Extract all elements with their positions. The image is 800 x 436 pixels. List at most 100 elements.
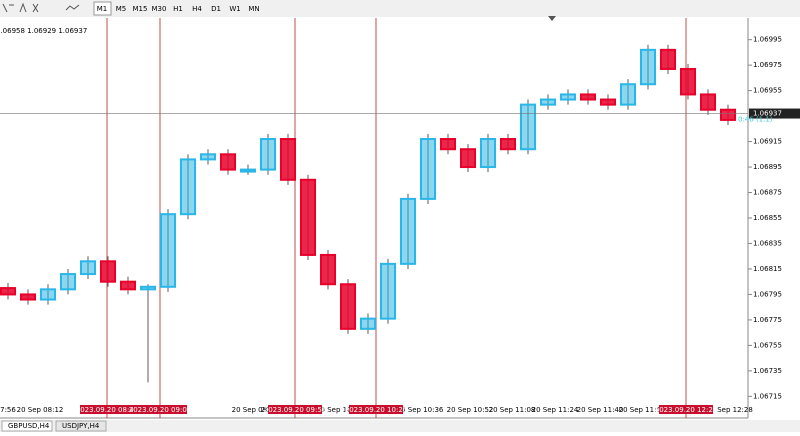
timeframe-button[interactable]: M30	[152, 5, 167, 13]
candle-up	[480, 138, 496, 169]
timeframe-selected	[93, 1, 112, 16]
x-tick-label: 20 Sep 10:52	[447, 406, 494, 414]
candle-up	[240, 168, 256, 173]
candle-up	[640, 48, 656, 86]
x-tick-label: 20 Sep 11:40	[577, 406, 624, 414]
timeframe-button[interactable]: MN	[248, 5, 259, 13]
tab-label[interactable]: GBPUSD,H4	[8, 422, 50, 430]
timeframe-button[interactable]: M5	[116, 5, 127, 13]
timeframe-button[interactable]: D1	[211, 5, 221, 13]
candle-up	[520, 103, 536, 151]
candle-up	[620, 83, 636, 106]
candle-down	[280, 138, 296, 181]
candle-down	[580, 93, 596, 101]
icon	[32, 3, 39, 13]
toolbar	[0, 0, 800, 17]
candle-up	[80, 260, 96, 276]
x-tick-label: 2023.09.20 08:45	[76, 406, 138, 414]
y-tick-label: 1.06775	[753, 316, 782, 324]
x-tick-label: 7:56	[0, 406, 16, 414]
candle-up	[160, 213, 176, 288]
candle-down	[100, 260, 116, 283]
time-marker-label-bg	[80, 405, 134, 414]
x-tick-label: Sep 12:28	[717, 406, 753, 414]
candle-up	[140, 285, 156, 291]
y-tick-label: 1.06875	[753, 189, 782, 197]
timeframe-button[interactable]: W1	[229, 5, 240, 13]
candle-up	[420, 138, 436, 200]
x-tick-label: 20 Sep 09:16	[232, 406, 279, 414]
candle-down	[460, 148, 476, 169]
candle-down	[20, 293, 36, 301]
plot-area	[0, 18, 748, 418]
x-tick-label: 20 Sep 11:24	[532, 406, 579, 414]
x-tick-label: 2023.09.20 10:25	[345, 406, 407, 414]
y-tick-label: 1.06955	[753, 87, 782, 95]
candle-down	[340, 283, 356, 330]
y-tick-label: 1.06795	[753, 290, 782, 298]
candle-down	[720, 108, 736, 121]
time-marker-label-bg	[349, 405, 403, 414]
toolbar-icons	[2, 2, 80, 13]
candle-down	[300, 178, 316, 256]
icon	[2, 3, 14, 13]
y-tick-label: 1.06815	[753, 265, 782, 273]
candle-up	[40, 288, 56, 301]
x-tick-label: 2023.09.20 09:55	[264, 406, 326, 414]
price-label-bg	[749, 108, 800, 119]
y-tick-label: 1.06995	[753, 36, 782, 44]
x-tick-label: 20 Sep 11:08	[489, 406, 536, 414]
y-tick-label: 1.06855	[753, 214, 782, 222]
time-marker-label-bg	[659, 405, 713, 414]
icon	[19, 2, 27, 13]
candle-down	[320, 253, 336, 286]
candle-up	[540, 98, 556, 106]
timeframe-button[interactable]: M15	[133, 5, 148, 13]
candle-up	[360, 317, 376, 330]
candle-up	[400, 197, 416, 265]
x-tick-label: 2023.09.20 09:09	[129, 406, 191, 414]
candle-down	[500, 138, 516, 151]
x-tick-label: 20 Sep 10:	[316, 406, 354, 414]
tab[interactable]	[55, 420, 107, 432]
candle-up	[560, 93, 576, 101]
candle-down	[220, 153, 236, 171]
candle-down	[440, 138, 456, 151]
icon	[65, 4, 80, 11]
candle-up	[180, 158, 196, 216]
x-tick-label: 20 Sep 08:12	[17, 406, 64, 414]
y-tick-label: 1.06755	[753, 341, 782, 349]
candle-down	[120, 280, 136, 291]
timeframe-button[interactable]: H4	[192, 5, 202, 13]
candle-down	[660, 48, 676, 70]
candle-down	[680, 67, 696, 96]
ohlc-text: 1.06958 1.06929 1.06937	[0, 27, 87, 35]
tab-label[interactable]: USDJPY,H4	[62, 422, 100, 430]
tab[interactable]	[1, 420, 53, 432]
y-tick-label: 1.06835	[753, 239, 782, 247]
y-tick-label: 1.06915	[753, 138, 782, 146]
candle-up	[380, 262, 396, 320]
shift-marker	[548, 16, 556, 21]
candle-up	[260, 138, 276, 171]
x-tick-label: 2023.09.20 12:20	[655, 406, 717, 414]
y-tick-label: 1.06975	[753, 61, 782, 69]
x-tick-label: 20 Sep 11:56	[619, 406, 666, 414]
price-label: 1.06937	[753, 110, 782, 118]
timeframe-button[interactable]: H1	[173, 5, 183, 13]
candle-down	[0, 287, 16, 296]
tab-bar	[0, 420, 800, 432]
candle-down	[700, 93, 716, 111]
x-tick-label: 20 Sep 10:36	[397, 406, 444, 414]
candle-up	[200, 153, 216, 161]
candle-up	[60, 273, 76, 291]
candle-timer: 0:46 (1.1)	[738, 116, 773, 124]
time-marker-label-bg	[133, 405, 187, 414]
y-tick-label: 1.06715	[753, 392, 782, 400]
time-marker-label-bg	[268, 405, 322, 414]
timeframe-button[interactable]: M1	[97, 5, 108, 13]
candle-down	[600, 98, 616, 106]
y-tick-label: 1.06895	[753, 163, 782, 171]
